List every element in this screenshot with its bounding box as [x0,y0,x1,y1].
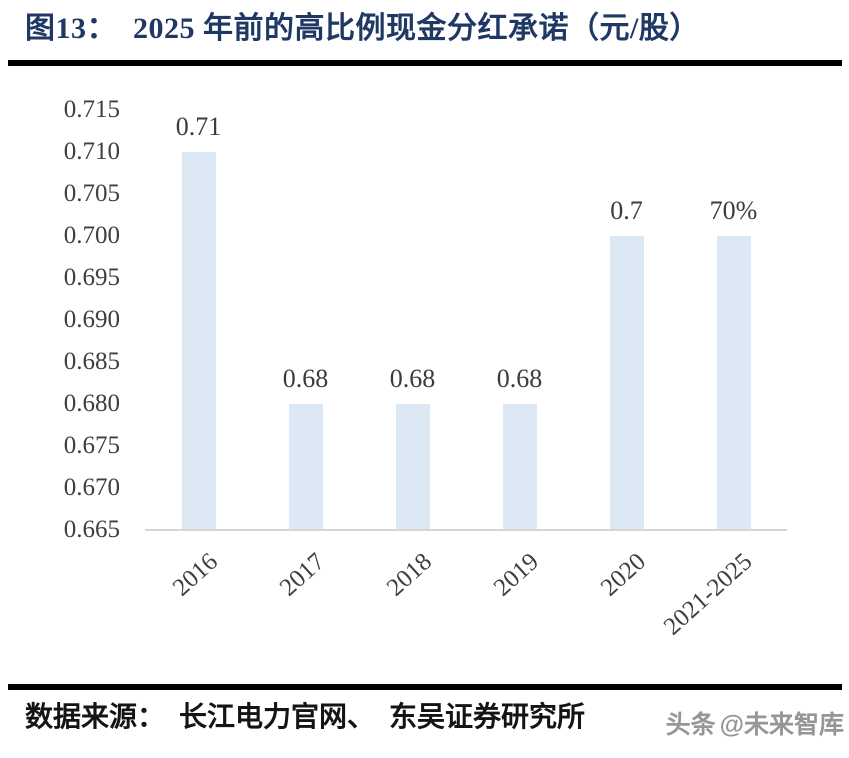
x-tick-label: 2017 [274,548,330,602]
x-tick-label: 2019 [488,548,544,602]
x-tick-label: 2018 [381,548,437,602]
y-tick-label: 0.715 [63,96,120,123]
bar-value-label: 0.7 [610,196,643,225]
watermark-handle: @未来智库 [719,711,844,739]
y-tick-label: 0.695 [63,264,120,291]
toutiao-logo: 头条 [665,711,716,739]
bar [181,152,216,530]
bottom-divider [8,684,842,690]
x-tick-label: 2020 [595,548,651,602]
bar-value-label: 0.68 [282,364,329,393]
y-tick-label: 0.690 [63,306,120,333]
y-tick-label: 0.665 [63,516,120,543]
y-tick-label: 0.700 [63,222,120,249]
y-tick-label: 0.670 [63,474,120,501]
bar [502,404,537,530]
bar [716,236,751,530]
bar-value-label: 70% [709,196,758,225]
bar-value-label: 0.71 [175,112,222,141]
figure-title: 图13： 2025 年前的高比例现金分红承诺（元/股） [25,12,700,45]
bar [288,404,323,530]
bar-value-label: 0.68 [389,364,436,393]
x-tick-label: 2016 [167,548,223,602]
bar-value-label: 0.68 [496,364,543,393]
y-tick-label: 0.680 [63,390,120,417]
x-axis-line [145,529,787,531]
y-tick-label: 0.675 [63,432,120,459]
watermark: 头条 @未来智库 [662,710,844,740]
data-source-text: 数据来源： 长江电力官网、 东吴证券研究所 [25,702,586,733]
top-divider [8,60,842,66]
bar [395,404,430,530]
y-tick-label: 0.710 [63,138,120,165]
y-tick-label: 0.685 [63,348,120,375]
x-tick-label: 2021-2025 [658,548,758,641]
y-tick-label: 0.705 [63,180,120,207]
bar [609,236,644,530]
